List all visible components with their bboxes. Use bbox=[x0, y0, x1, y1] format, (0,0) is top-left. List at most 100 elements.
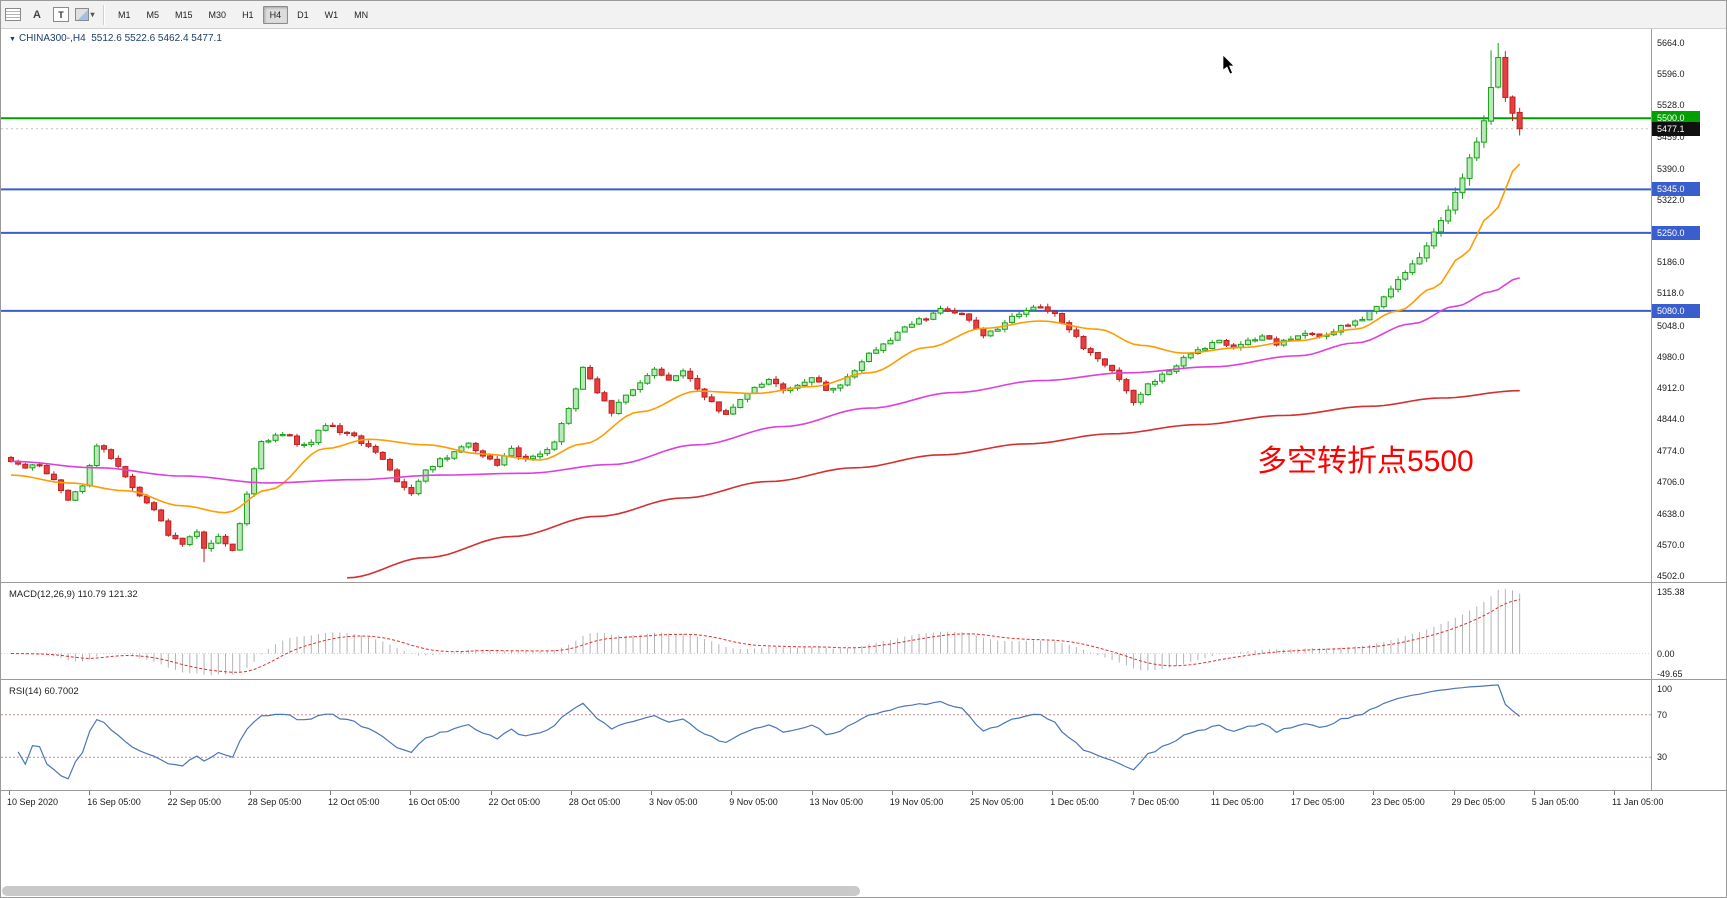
timeframe-group: M1 M5 M15 M30 H1 H4 D1 W1 MN bbox=[110, 5, 376, 24]
time-label: 23 Dec 05:00 bbox=[1371, 797, 1425, 807]
price-tag: 5477.1 bbox=[1652, 121, 1700, 136]
price-scale[interactable]: 5664.05596.05528.05459.05390.05322.05254… bbox=[1, 29, 1726, 819]
time-label: 25 Nov 05:00 bbox=[970, 797, 1024, 807]
toolbar-separator bbox=[103, 4, 104, 25]
rsi-axis-30: 30 bbox=[1657, 752, 1668, 763]
collapse-arrow-icon[interactable]: ▼ bbox=[9, 36, 16, 43]
time-label: 11 Dec 05:00 bbox=[1210, 797, 1264, 807]
chart-annotation-text: 多空转折点5500 bbox=[1257, 445, 1474, 478]
timeframe-button-m15[interactable]: M15 bbox=[175, 9, 193, 20]
time-tick bbox=[490, 791, 492, 795]
time-tick bbox=[1614, 791, 1615, 795]
palette-glyph bbox=[75, 8, 90, 21]
time-tick bbox=[1052, 791, 1054, 795]
time-tick bbox=[1373, 791, 1375, 795]
dropdown-caret-icon: ▾ bbox=[90, 10, 95, 19]
timeframe-button-d1[interactable]: D1 bbox=[297, 9, 309, 20]
macd-indicator-label: MACD(12,26,9) 110.79 121.32 bbox=[9, 589, 138, 600]
candlesticks bbox=[8, 43, 1523, 563]
price-tick-label: 4570.0 bbox=[1657, 539, 1685, 550]
time-tick bbox=[89, 791, 91, 795]
time-axis[interactable]: 10 Sep 2020 16 Sep 05:00 22 Sep 05:00 28 Se… bbox=[1, 791, 1726, 813]
price-tag: 5345.0 bbox=[1652, 182, 1700, 197]
price-tick-label: 5186.0 bbox=[1657, 257, 1685, 268]
style-palette-icon[interactable]: ▾ bbox=[75, 5, 95, 25]
price-tick-label: 5390.0 bbox=[1657, 163, 1685, 174]
time-tick bbox=[169, 791, 171, 795]
time-label: 22 Sep 05:00 bbox=[167, 797, 222, 807]
time-label: 19 Nov 05:00 bbox=[889, 797, 944, 807]
price-tick-label: 4502.0 bbox=[1657, 571, 1685, 581]
timeframe-button-m1[interactable]: M1 bbox=[118, 9, 131, 20]
timeframe-button-m5[interactable]: M5 bbox=[146, 9, 160, 20]
price-tick-label: 4774.0 bbox=[1657, 446, 1685, 457]
time-label: 28 Sep 05:00 bbox=[247, 797, 302, 807]
time-label: 22 Oct 05:00 bbox=[488, 797, 541, 807]
chart-canvas[interactable] bbox=[1, 29, 1727, 791]
macd-axis-min: -49.65 bbox=[1657, 669, 1683, 679]
time-label: 7 Dec 05:00 bbox=[1130, 797, 1180, 807]
time-tick bbox=[1293, 791, 1294, 795]
price-tick-label: 4638.0 bbox=[1657, 508, 1685, 519]
rsi-pane bbox=[1, 684, 1651, 780]
time-tick bbox=[1132, 791, 1134, 795]
time-label: 11 Jan 05:00 bbox=[1612, 797, 1664, 807]
price-tick-label: 5118.0 bbox=[1657, 288, 1684, 299]
ma-fast bbox=[10, 163, 1521, 514]
timeframe-button-w1[interactable]: W1 bbox=[324, 9, 339, 20]
ohlc-values: 5512.6 5522.6 5462.4 5477.1 bbox=[91, 33, 222, 44]
price-tick-label: 5322.0 bbox=[1657, 194, 1685, 205]
time-tick bbox=[249, 791, 251, 795]
time-label: 28 Oct 05:00 bbox=[568, 797, 621, 807]
time-tick bbox=[731, 791, 733, 795]
price-tag: 5250.0 bbox=[1652, 225, 1700, 240]
scrollbar-thumb[interactable] bbox=[2, 886, 860, 896]
timeframe-button-mn[interactable]: MN bbox=[354, 9, 369, 20]
ma-mid bbox=[10, 277, 1520, 484]
price-tick-label: 4706.0 bbox=[1657, 477, 1685, 488]
text-box-icon[interactable]: T bbox=[51, 5, 71, 25]
price-tag: 5080.0 bbox=[1652, 303, 1700, 318]
timeframe-button-h1[interactable]: H1 bbox=[242, 9, 254, 20]
time-label: 29 Dec 05:00 bbox=[1451, 797, 1506, 807]
moving-average-lines bbox=[10, 163, 1521, 579]
time-label: 12 Oct 05:00 bbox=[328, 797, 380, 807]
time-label: 16 Oct 05:00 bbox=[408, 797, 460, 807]
price-tick-label: 5596.0 bbox=[1657, 69, 1685, 80]
time-tick bbox=[891, 791, 893, 795]
time-label: 10 Sep 2020 bbox=[7, 797, 59, 807]
text-label-icon[interactable]: A bbox=[33, 8, 41, 21]
time-label: 13 Nov 05:00 bbox=[809, 797, 864, 807]
time-tick bbox=[410, 791, 412, 795]
horizontal-scrollbar bbox=[1, 884, 1726, 897]
time-label: 17 Dec 05:00 bbox=[1291, 797, 1345, 807]
time-tick bbox=[330, 791, 331, 795]
rsi-axis-70: 70 bbox=[1657, 709, 1668, 720]
macd-axis-zero: 0.00 bbox=[1657, 648, 1675, 659]
symbol-period: CHINA300-,H4 bbox=[18, 33, 86, 44]
price-tick-label: 5459.0 bbox=[1657, 132, 1685, 143]
chart-title: ▼ CHINA300-,H4 5512.6 5522.6 5462.4 5477.… bbox=[9, 33, 222, 44]
windows-grid-icon[interactable] bbox=[3, 5, 23, 25]
time-tick bbox=[972, 791, 973, 795]
chart-area[interactable]: ▼ CHINA300-,H4 5512.6 5522.6 5462.4 5477.… bbox=[1, 29, 1727, 791]
time-tick bbox=[811, 791, 813, 795]
time-tick bbox=[1453, 791, 1455, 795]
time-label: 9 Nov 05:00 bbox=[729, 797, 778, 807]
time-label: 5 Jan 05:00 bbox=[1531, 797, 1579, 807]
timeframe-button-m30[interactable]: M30 bbox=[208, 9, 227, 20]
time-tick bbox=[651, 791, 652, 795]
time-tick bbox=[1533, 791, 1535, 795]
time-tick bbox=[1212, 791, 1214, 795]
timeframe-button-h4[interactable]: H4 bbox=[262, 5, 289, 24]
time-label: 3 Nov 05:00 bbox=[649, 797, 698, 807]
pane-separators bbox=[1, 29, 1726, 791]
toolbar: A T ▾ M1 M5 M15 M30 H1 H4 D1 W1 MN bbox=[1, 1, 1726, 29]
macd-axis-max: 135.38 bbox=[1657, 587, 1685, 597]
macd-pane bbox=[1, 589, 1651, 675]
price-tick-label: 4844.0 bbox=[1657, 414, 1685, 425]
price-tick-label: 5528.0 bbox=[1657, 100, 1685, 111]
price-tick-label: 4912.0 bbox=[1657, 382, 1685, 393]
price-tick-label: 4980.0 bbox=[1657, 351, 1685, 362]
